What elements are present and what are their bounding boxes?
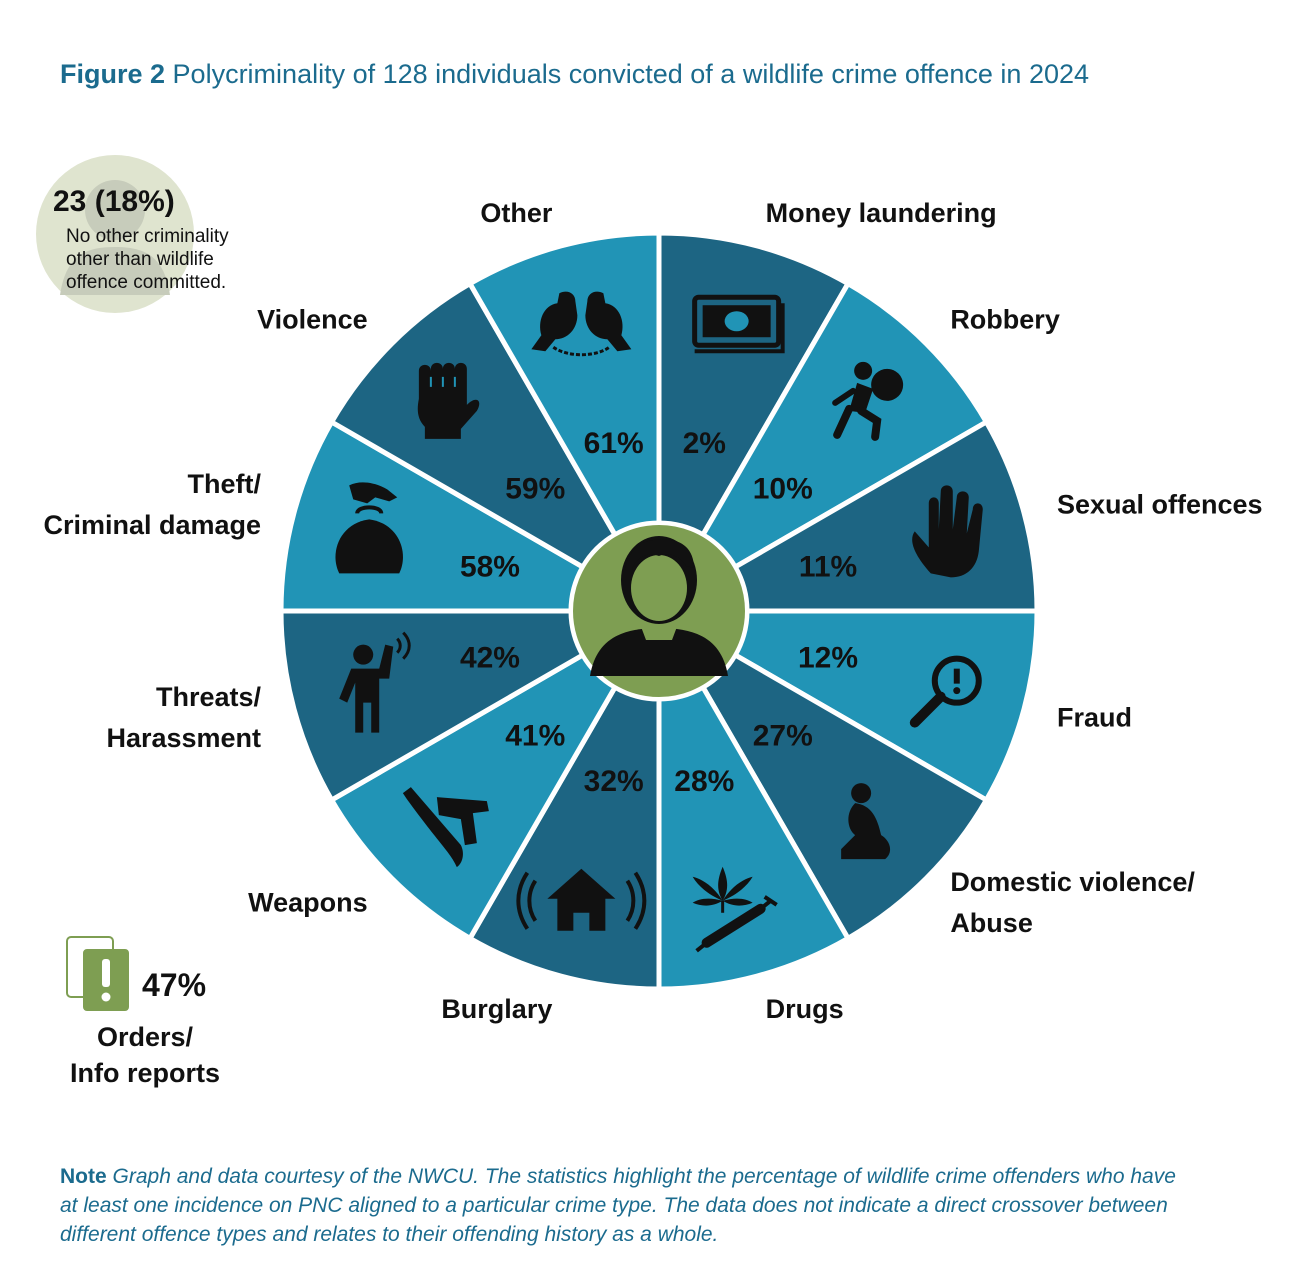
knife-gun-icon [402,787,489,868]
crouching-person-icon [841,783,891,860]
warning-document-icon [66,936,129,1011]
category-label: Drugs [766,994,844,1024]
no-other-criminality-callout: 23 (18%) No other criminality other than… [36,155,276,355]
house-alarm-icon [516,868,647,931]
value-label: 41% [505,720,565,753]
value-label: 32% [584,765,644,798]
fist-icon [417,362,480,439]
figure-note: Note Graph and data courtesy of the NWCU… [60,1162,1180,1249]
category-label: Weapons [248,887,368,917]
category-label: Domestic violence/Abuse [950,867,1195,938]
category-label: Sexual offences [1057,489,1263,519]
category-label: Threats/Harassment [106,682,261,753]
value-label: 58% [460,551,520,584]
figure-number: Figure 2 [60,59,166,89]
money-icon [692,294,785,354]
orders-callout: 47% Orders/ Info reports [60,935,280,1095]
value-label: 42% [460,641,520,674]
cannabis-syringe-icon [692,866,778,953]
category-label: Violence [257,305,368,335]
orders-value: 47% [142,967,207,1003]
no-other-text: No other criminality other than wildlife… [66,226,229,293]
person-icon [590,536,728,676]
orders-label: Orders/ Info reports [69,1022,220,1088]
robber-icon [832,361,904,441]
center-person [569,521,749,701]
handcuffs-icon [531,291,632,357]
value-label: 61% [584,427,644,460]
value-label: 10% [753,472,813,505]
figure-title-text: Polycriminality of 128 individuals convi… [172,59,1090,89]
category-label: Burglary [441,994,552,1024]
category-label: Other [480,198,553,228]
value-label: 59% [505,472,565,505]
category-label: Robbery [950,305,1060,335]
shouting-person-icon [339,631,411,733]
category-label: Theft/Criminal damage [43,469,261,540]
value-label: 12% [798,641,858,674]
value-label: 11% [799,551,857,584]
hand-icon [912,485,983,578]
note-text: Graph and data courtesy of the NWCU. The… [60,1165,1176,1246]
purse-icon [335,482,403,574]
value-label: 28% [674,765,734,798]
magnifier-icon [909,655,982,728]
figure-title: Figure 2 Polycriminality of 128 individu… [60,58,1140,91]
value-label: 27% [753,720,813,753]
category-label: Fraud [1057,703,1132,733]
value-label: 2% [683,427,726,460]
category-label: Money laundering [766,198,997,228]
note-label: Note [60,1165,107,1188]
no-other-value: 23 (18%) [53,185,175,218]
person-silhouette-icon [36,155,194,313]
